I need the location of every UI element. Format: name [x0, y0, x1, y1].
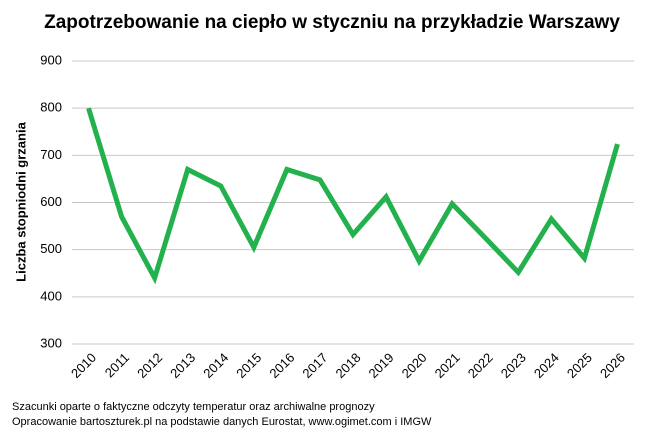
x-tick-label: 2025 [564, 350, 595, 381]
note: Opracowanie bartoszturek.pl na podstawie… [12, 416, 432, 428]
y-tick-label: 700 [40, 147, 62, 162]
x-tick-label: 2026 [597, 350, 628, 381]
x-tick-label: 2017 [299, 350, 330, 381]
data-line [86, 107, 620, 285]
y-tick-label: 300 [40, 335, 62, 350]
y-tick-label: 600 [40, 194, 62, 209]
x-tick-label: 2012 [134, 350, 165, 381]
x-tick-label: 2021 [432, 350, 463, 381]
x-tick-label: 2015 [233, 350, 264, 381]
x-tick-label: 2013 [167, 350, 198, 381]
x-tick-label: 2011 [102, 350, 132, 380]
x-tick-label: 2016 [266, 350, 297, 381]
y-tick-label: 400 [40, 288, 62, 303]
x-tick-label: 2022 [465, 350, 496, 381]
x-tick-label: 2014 [200, 350, 231, 381]
x-tick-label: 2020 [399, 350, 430, 381]
x-tick-label: 2010 [68, 350, 99, 381]
y-tick-label: 900 [40, 52, 62, 67]
chart-title: Zapotrzebowanie na ciepło w styczniu na … [44, 12, 620, 33]
x-tick-label: 2024 [531, 350, 562, 381]
note: Szacunki oparte o faktyczne odczyty temp… [12, 401, 375, 413]
x-tick-label: 2023 [498, 350, 529, 381]
x-tick-label: 2019 [366, 350, 397, 381]
y-axis-title: Liczba stopniodni grzania [13, 121, 28, 281]
y-tick-label: 800 [40, 100, 62, 115]
x-tick-label: 2018 [332, 350, 363, 381]
y-tick-label: 500 [40, 241, 62, 256]
